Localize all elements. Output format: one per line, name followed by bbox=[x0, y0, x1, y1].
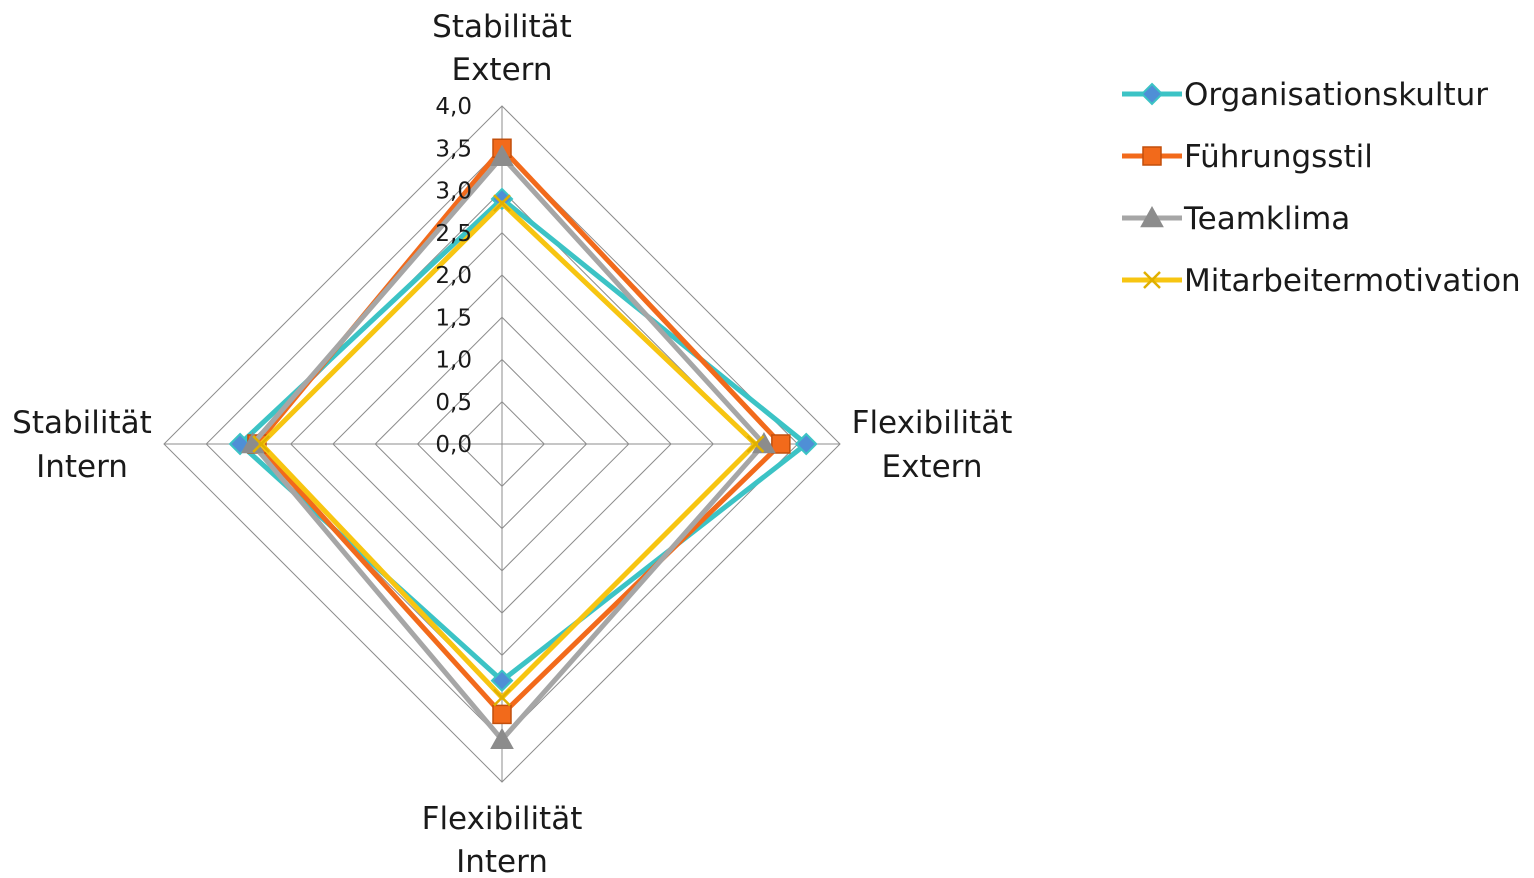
legend-label: Organisationskultur bbox=[1184, 77, 1488, 113]
legend-marker bbox=[1140, 205, 1164, 228]
legend-label: Mitarbeitermotivation bbox=[1184, 263, 1521, 299]
series-line bbox=[237, 196, 809, 684]
axis-label-line: Extern bbox=[451, 52, 552, 88]
legend-item: Mitarbeitermotivation bbox=[1122, 263, 1521, 299]
radar-series bbox=[228, 138, 818, 750]
series-point-stroke bbox=[746, 435, 765, 453]
legend-marker bbox=[1140, 82, 1164, 106]
series-2 bbox=[240, 144, 776, 750]
legend-marker-stroke bbox=[1143, 271, 1161, 289]
tick-label: 3,5 bbox=[435, 136, 472, 162]
legend-marker bbox=[1142, 146, 1162, 166]
series-point bbox=[746, 435, 765, 453]
axis-label-line: Stabilität bbox=[12, 405, 152, 441]
tick-label: 2,0 bbox=[435, 263, 472, 289]
series-0 bbox=[228, 187, 818, 693]
series-1 bbox=[247, 138, 791, 725]
axis-labels: StabilitätExternFlexibilitätExternFlexib… bbox=[12, 9, 1012, 878]
series-line bbox=[250, 154, 767, 743]
series-point bbox=[794, 432, 818, 456]
axis-label: Flexibilität Extern bbox=[852, 405, 1013, 485]
series-point bbox=[490, 144, 514, 166]
legend-item: Organisationskultur bbox=[1122, 77, 1488, 113]
series-point bbox=[490, 669, 514, 693]
series-3 bbox=[252, 194, 765, 707]
series-point-stroke bbox=[252, 435, 271, 453]
axis-label: Stabilität Extern bbox=[432, 9, 572, 88]
series-point bbox=[493, 688, 511, 707]
axis-label: Stabilität Intern bbox=[12, 405, 152, 485]
tick-label: 3,0 bbox=[435, 179, 472, 205]
legend-label: Teamklima bbox=[1183, 201, 1350, 237]
series-point-stroke bbox=[493, 194, 511, 213]
legend-marker bbox=[1143, 271, 1161, 289]
series-point bbox=[490, 727, 514, 750]
axis-label-line: Flexibilität bbox=[422, 801, 583, 837]
axis-label: Flexibilität Intern bbox=[422, 801, 583, 878]
legend: Organisationskultur Führungsstil Teamklima… bbox=[1122, 77, 1521, 299]
series-point bbox=[493, 194, 511, 213]
series-line bbox=[258, 200, 758, 700]
tick-label: 0,0 bbox=[435, 432, 472, 458]
series-point bbox=[492, 704, 512, 725]
tick-label: 2,5 bbox=[435, 221, 472, 247]
legend-label: Führungsstil bbox=[1184, 139, 1373, 175]
axis-label-line: Stabilität bbox=[432, 9, 572, 45]
tick-label: 4,0 bbox=[435, 94, 472, 120]
series-point-stroke bbox=[493, 688, 511, 707]
series-point bbox=[252, 435, 271, 453]
series-point bbox=[771, 434, 791, 454]
legend-item: Führungsstil bbox=[1122, 139, 1373, 175]
series-line bbox=[254, 145, 784, 717]
axis-label-line: Extern bbox=[881, 449, 982, 485]
legend-item: Teamklima bbox=[1122, 201, 1350, 237]
axis-label-line: Intern bbox=[36, 449, 128, 485]
axis-label-line: Intern bbox=[456, 844, 548, 878]
tick-label: 0,5 bbox=[435, 390, 472, 416]
tick-label: 1,5 bbox=[435, 305, 472, 331]
axis-label-line: Flexibilität bbox=[852, 405, 1013, 441]
tick-label: 1,0 bbox=[435, 348, 472, 374]
radial-tick-labels: 0,0 0,5 1,0 1,5 2,0 2,5 3,0 3,5 4,0 bbox=[435, 94, 472, 458]
